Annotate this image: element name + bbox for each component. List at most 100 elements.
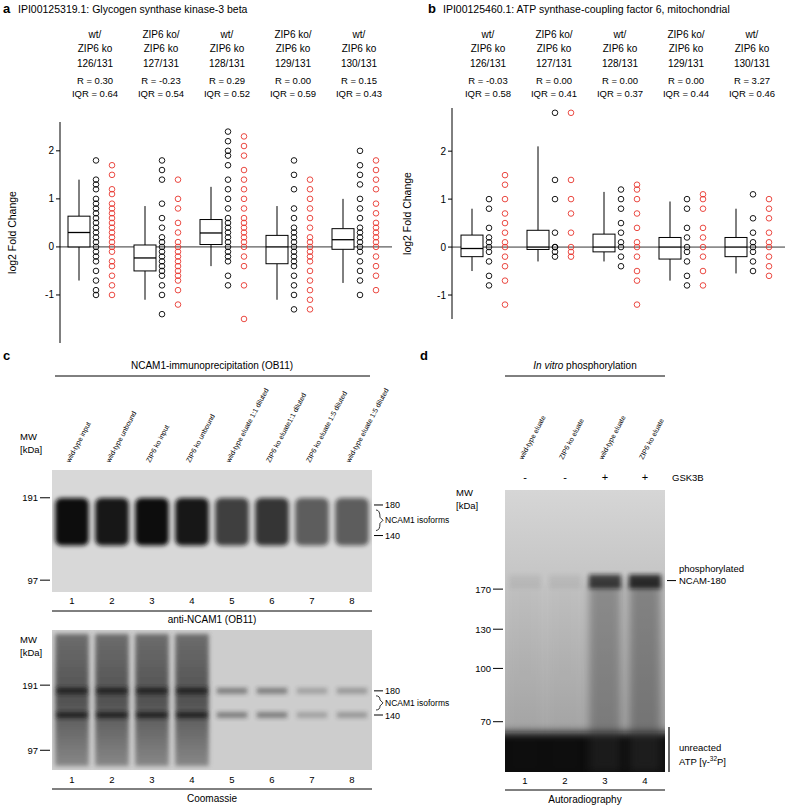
data-point: [552, 230, 558, 236]
data-point: [373, 254, 379, 260]
data-point: [766, 230, 772, 236]
band: [217, 712, 247, 718]
treatment-label: GSK3B: [672, 472, 704, 483]
lane-smear: [549, 581, 581, 772]
category-label: ZIP6 ko: [669, 43, 704, 54]
data-point: [241, 316, 247, 322]
band-marker: [374, 535, 383, 536]
data-point: [700, 235, 706, 241]
data-point: [766, 244, 772, 250]
band: [95, 498, 129, 546]
lane-label: wild-type unbound: [104, 410, 138, 465]
box-panel: aIPI00125319.1: Glycogen synthase kinase…: [3, 1, 392, 343]
annotation: R = -0.03: [468, 75, 507, 86]
lane-number: 7: [309, 595, 314, 606]
data-point: [357, 182, 363, 188]
gel: [52, 630, 372, 770]
data-point: [307, 259, 313, 265]
band: [257, 712, 287, 718]
gel-background: [505, 490, 665, 772]
data-point: [502, 220, 508, 226]
panel-label: b: [428, 1, 436, 16]
band: [137, 712, 167, 718]
band-marker: [374, 715, 383, 716]
annotation: R = 0.00: [275, 75, 311, 86]
box-whisker: [670, 259, 671, 281]
panel-label: a: [3, 1, 11, 16]
data-point: [766, 206, 772, 212]
band-label: 140: [385, 711, 400, 721]
data-point: [684, 283, 690, 289]
data-point: [175, 196, 181, 202]
gel-caption: Autoradiography: [548, 794, 621, 805]
mw-tick: [40, 750, 50, 751]
data-point: [109, 292, 115, 298]
band-label: 140: [385, 531, 400, 541]
box-whisker: [211, 245, 212, 267]
box-whisker: [145, 206, 146, 245]
box-body: [461, 235, 483, 257]
lane-label: wild-type input: [64, 421, 93, 465]
annotation: IQR = 0.43: [336, 88, 382, 99]
front-bracket: [668, 727, 669, 772]
data-point: [241, 153, 247, 159]
data-point: [684, 196, 690, 202]
brace: [376, 696, 383, 710]
data-point: [357, 259, 363, 265]
blot-header: In vitro phosphorylation: [533, 360, 636, 371]
annotation: IQR = 0.54: [138, 88, 184, 99]
data-point: [486, 273, 492, 279]
treatment-sign: +: [642, 471, 648, 483]
caption-rule: [52, 789, 372, 790]
annotation: IQR = 0.44: [663, 88, 709, 99]
category-label: ZIP6 ko: [537, 43, 572, 54]
data-point: [618, 263, 624, 269]
annotation: R = 3.27: [734, 75, 770, 86]
mw-label: 130: [475, 624, 491, 635]
y-tick-label: 1: [440, 194, 446, 205]
mw-label: 191: [22, 680, 38, 691]
blot-panel: dIn vitro phosphorylationwild-type eluat…: [420, 348, 744, 805]
band: [137, 688, 167, 694]
data-point: [159, 283, 165, 289]
data-point: [502, 302, 508, 308]
annotation: IQR = 0.52: [204, 88, 250, 99]
data-point: [225, 273, 231, 279]
box-whisker: [472, 257, 473, 271]
y-axis: [452, 108, 453, 319]
box-whisker: [472, 209, 473, 235]
box-whisker: [736, 257, 737, 274]
category-label: ZIP6 ko: [210, 43, 245, 54]
box-whisker: [277, 264, 278, 300]
box-whisker: [211, 187, 212, 220]
box-whisker: [79, 180, 80, 217]
data-point: [568, 254, 574, 260]
lane-smear: [509, 581, 541, 772]
gel: [52, 470, 372, 592]
data-point: [634, 244, 640, 250]
data-point: [502, 263, 508, 269]
treatment-sign: -: [563, 471, 567, 483]
data-point: [486, 206, 492, 212]
data-point: [357, 268, 363, 274]
lane-label: wild-type eluate: [517, 414, 547, 462]
mw-title: [kDa]: [20, 647, 42, 658]
lane-number: 3: [149, 774, 154, 785]
data-point: [175, 206, 181, 212]
front-label-part: ATP [γ-: [679, 756, 710, 767]
data-point: [634, 302, 640, 308]
data-point: [502, 254, 508, 260]
data-point: [291, 186, 297, 192]
lane-number: 1: [69, 774, 74, 785]
data-point: [634, 278, 640, 284]
lane-label: wild-type eluate 1:5 diluted: [344, 387, 390, 465]
band: [297, 712, 327, 718]
band: [177, 712, 207, 718]
figure: aIPI00125319.1: Glycogen synthase kinase…: [0, 0, 787, 810]
data-point: [109, 249, 115, 255]
band-marker: [667, 580, 676, 581]
data-point: [568, 110, 574, 116]
category-label: wt/: [481, 29, 495, 40]
data-point: [225, 206, 231, 212]
header-part: In vitro: [533, 360, 563, 371]
